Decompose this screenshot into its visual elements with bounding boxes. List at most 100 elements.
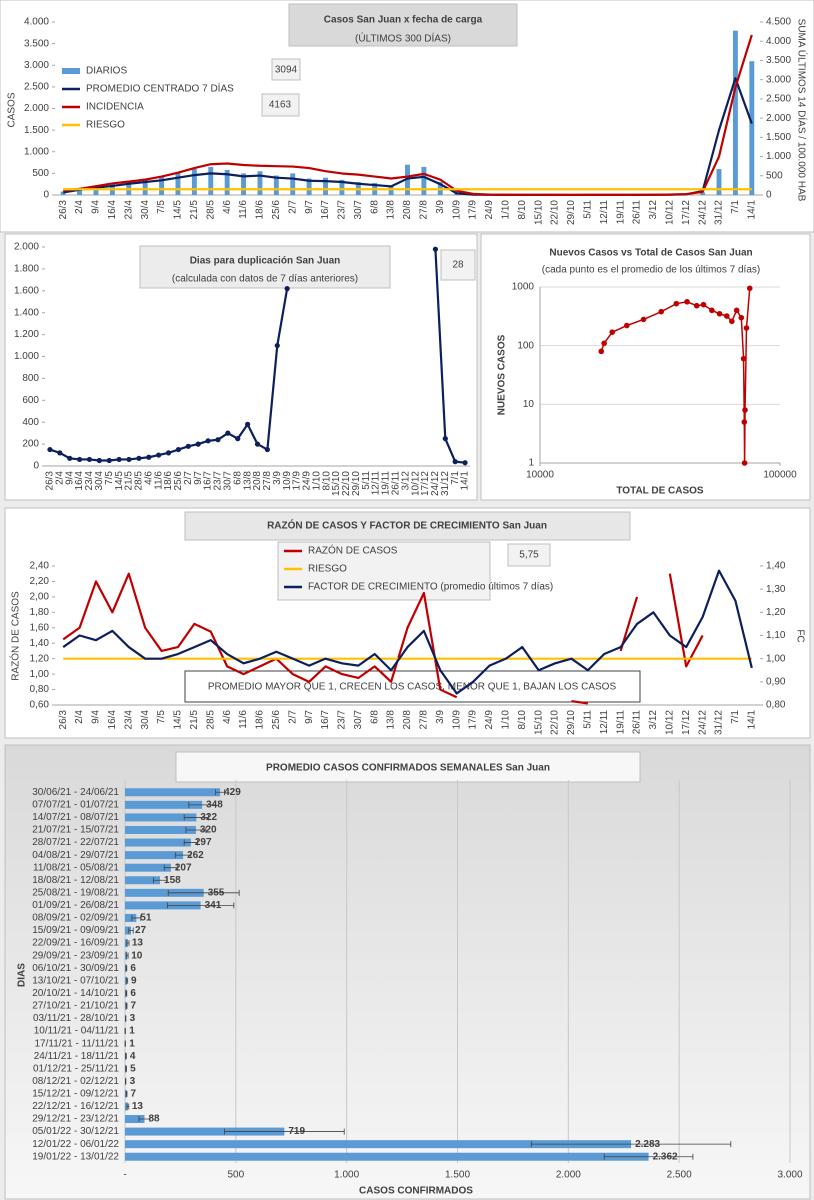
x-tick-label: 2/7 [287, 200, 298, 214]
value-label: 7 [131, 1089, 137, 1100]
value-label: 10 [131, 950, 143, 961]
x-tick-label: 17/9 [468, 200, 479, 220]
marker [205, 438, 211, 444]
error-bar [167, 889, 240, 896]
x-tick-label: 1/10 [311, 471, 322, 491]
x-tick-label: 17/12 [681, 200, 692, 225]
marker [185, 443, 191, 449]
bar [125, 901, 201, 910]
marker [254, 441, 261, 447]
error-bar [125, 1002, 128, 1009]
value-label: 9 [131, 975, 137, 986]
x-tick-label: 3/12 [648, 200, 659, 220]
bar [125, 1152, 649, 1161]
x-tick-label: 12/11 [371, 471, 382, 496]
marker [462, 460, 468, 466]
x-tick-label: 28/5 [134, 471, 145, 491]
marker [86, 456, 93, 463]
x-tick-label: 1/10 [501, 200, 512, 220]
bar [125, 863, 171, 872]
y-tick-label: 21/07/21 - 15/07/21 [32, 825, 119, 836]
marker [116, 456, 122, 463]
marker [106, 457, 112, 464]
x-tick-label: 25/6 [173, 471, 184, 491]
x-tick-label: 29/10 [566, 200, 577, 225]
x-tick-label: 10/12 [664, 200, 675, 225]
marker [225, 430, 231, 436]
point [658, 308, 665, 315]
y-tick-label: 01/09/21 - 26/08/21 [32, 900, 119, 911]
point [700, 301, 707, 308]
error-bar [183, 814, 209, 821]
bar [339, 179, 345, 195]
x-axis-label: TOTAL DE CASOS [616, 486, 704, 497]
point [609, 329, 616, 335]
x-tick-label: 7/1 [730, 710, 741, 724]
x-tick-label: 21/5 [189, 710, 200, 730]
x-tick-label: 24/9 [484, 710, 495, 730]
annotation: 28 [452, 260, 464, 271]
x-tick-label: 1.500 [445, 1170, 470, 1181]
value-label: 2.362 [653, 1151, 678, 1162]
x-tick-label: 5/11 [361, 471, 372, 490]
x-tick-label: 23/4 [84, 471, 95, 491]
x-tick-label: 17/9 [468, 710, 479, 730]
marker [442, 436, 448, 442]
marker [156, 452, 162, 458]
bar [60, 191, 66, 195]
x-tick-label: 17/12 [420, 471, 431, 496]
marker [235, 436, 241, 442]
x-tick-label: 4/6 [222, 710, 233, 724]
chart-title: Dias para duplicación San Juan [190, 256, 341, 267]
bar [125, 888, 204, 897]
x-tick-label: 30/4 [94, 471, 105, 491]
x-tick-label: 1.000 [334, 1170, 359, 1181]
x-tick-label: 6/8 [369, 710, 380, 724]
point [738, 314, 745, 321]
x-tick-label: 26/11 [391, 471, 402, 496]
x-tick-label: 6/8 [232, 471, 243, 485]
error-bar [183, 839, 198, 846]
bar [159, 176, 165, 195]
y-tick-label: 05/01/22 - 30/12/21 [32, 1126, 119, 1137]
marker [136, 455, 142, 461]
point [640, 316, 647, 323]
x-tick-label: 30/7 [222, 471, 233, 491]
x-tick-label: 8/10 [517, 710, 528, 730]
y-tick-label: 2.500 [24, 82, 49, 93]
y-tick-label: 3.000 [24, 60, 49, 71]
y2-tick-label: 4.000 [766, 36, 791, 47]
x-tick-label: 18/6 [163, 471, 174, 491]
marker [165, 450, 172, 456]
y-tick-label: 15/12/21 - 09/12/21 [32, 1089, 119, 1100]
bar [208, 166, 214, 195]
y-tick-label: 29/09/21 - 23/09/21 [32, 950, 119, 961]
x-tick-label: 23/7 [337, 200, 348, 220]
bar [125, 926, 131, 935]
x-tick-label: 9/4 [91, 710, 102, 724]
y-tick-label: 06/10/21 - 30/09/21 [32, 963, 119, 974]
marker [47, 446, 53, 453]
y2-tick-label: 4.500 [766, 17, 791, 28]
y-tick-label: 0,80 [30, 684, 50, 695]
x-tick-label: 2/7 [183, 471, 194, 485]
y-tick-label: 28/07/21 - 22/07/21 [32, 837, 119, 848]
x-tick-label: 12/11 [599, 200, 610, 225]
y2-tick-label: 1,20 [766, 607, 786, 618]
value-label: 207 [175, 862, 192, 873]
marker [284, 286, 290, 292]
line-series [62, 572, 704, 705]
x-tick-label: 3/12 [400, 471, 411, 491]
value-label: 1 [129, 1026, 135, 1037]
bar [125, 1127, 285, 1136]
bar [405, 164, 410, 195]
marker [67, 455, 73, 461]
bar [388, 186, 394, 195]
x-tick-label: 2/4 [74, 710, 85, 724]
y2-tick-label: 1,00 [766, 653, 786, 664]
y-tick-label: 2,00 [30, 592, 50, 603]
x-tick-label: 20/8 [252, 471, 263, 491]
y-tick-label: 600 [22, 395, 39, 406]
y-axis-label: RAZÓN DE CASOS [9, 591, 22, 681]
